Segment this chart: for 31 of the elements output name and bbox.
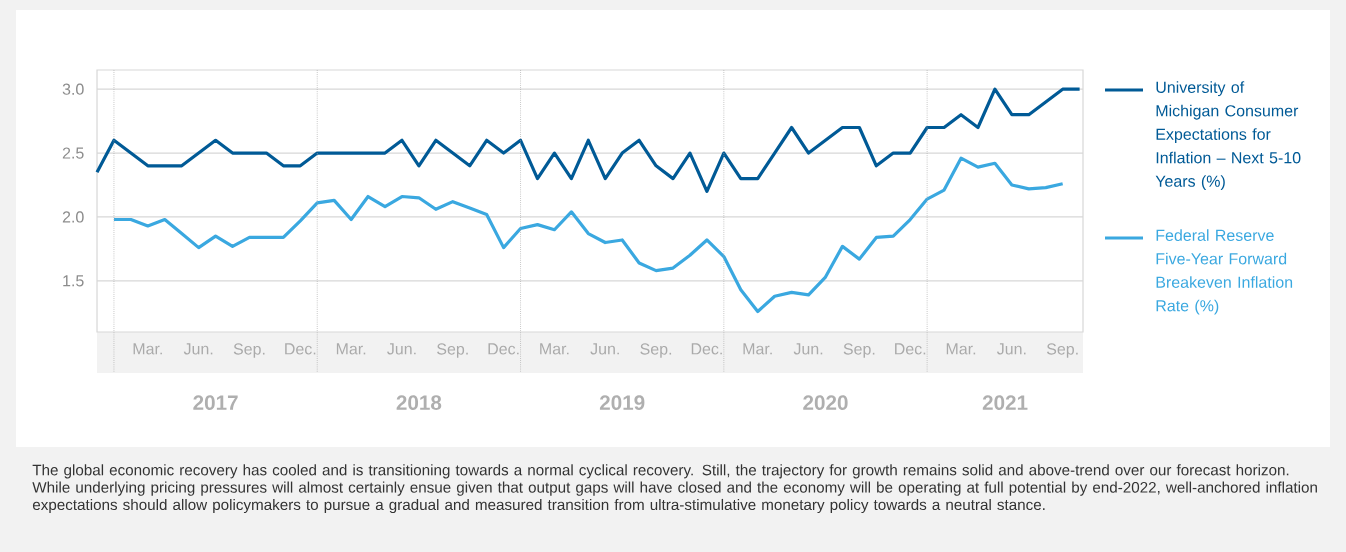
y-tick-label: 1.5 [63, 275, 84, 287]
x-tick-label: Sep. [843, 343, 875, 358]
y-tick-label: 3.0 [62, 83, 84, 95]
x-tick-label: Sep. [640, 343, 672, 358]
x-tick-label: Sep. [233, 343, 265, 358]
x-tick-label: Mar. [336, 343, 366, 355]
x-tick-label: Mar. [946, 343, 976, 355]
x-tick-label: Dec. [285, 343, 316, 355]
x-tick-label: Jun. [387, 343, 416, 355]
x-tick-label: Dec. [488, 343, 519, 355]
x-tick-label: Dec. [691, 343, 722, 355]
text: 2017 [193, 395, 238, 410]
x-tick-label: Sep. [437, 343, 468, 358]
x-tick-label: Sep. [1046, 343, 1078, 358]
x-tick-label: Jun. [793, 343, 823, 355]
text: 2018 [396, 395, 442, 410]
x-tick-label: Dec. [895, 343, 926, 355]
x-tick-label: Mar. [540, 343, 569, 355]
legend-label: University of Michigan Consumer Expectations for Inflation – Next 5-10 Years (%) [1155, 81, 1301, 191]
text: 2020 [803, 395, 848, 410]
x-tick-label: Jun. [590, 343, 619, 355]
x-tick-label: Jun. [183, 343, 213, 355]
text: 2019 [599, 395, 645, 410]
x-tick-label: Mar. [743, 343, 772, 355]
text: 2021 [982, 395, 1028, 410]
x-tick-label: Jun. [996, 343, 1026, 355]
text: The global economic recovery has cooled and is transitioning towards a normal cyclical recovery. Still, the trajectory for growth remains solid and above-trend over our forecast horizon. While underlying pricing pressures will almost certainly ensue given that output gaps will have closed and the economy will be operating at full potential by end-2022, well-anchored inflation expectations should allow policymakers to pursue a gradual and measured transition from ultra-stimulative monetary policy towards a neutral stance. [32, 464, 1317, 514]
x-tick-label: Mar. [133, 343, 162, 355]
y-tick-label: 2.5 [62, 147, 84, 159]
y-tick-label: 2.0 [62, 211, 84, 223]
legend-label: Federal Reserve Five-Year Forward Breakeven Inflation Rate (%) [1156, 229, 1293, 315]
